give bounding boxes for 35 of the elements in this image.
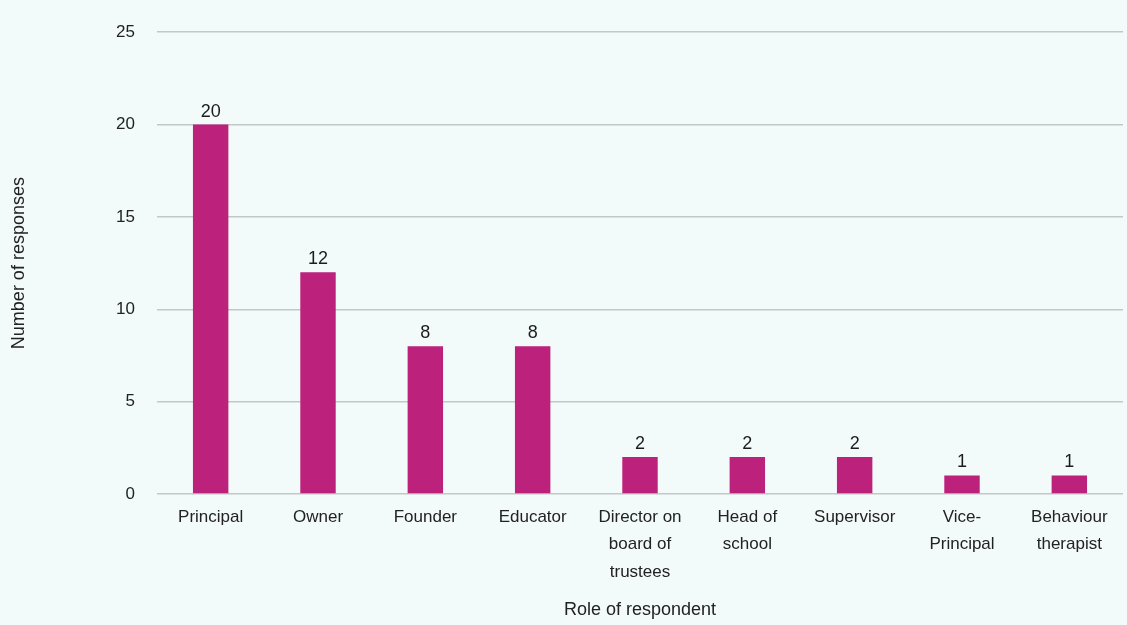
x-tick-label: Head of school xyxy=(717,507,778,554)
y-tick-label: 10 xyxy=(116,298,135,318)
bar xyxy=(836,457,873,494)
data-label: 1 xyxy=(956,451,968,472)
data-label: 2 xyxy=(849,433,860,454)
bar xyxy=(944,475,980,494)
bar xyxy=(300,272,336,494)
bar xyxy=(1051,475,1088,494)
x-tick-label: Founder xyxy=(393,507,458,527)
y-tick-label: 15 xyxy=(116,206,135,226)
data-label: 12 xyxy=(307,248,329,269)
bar xyxy=(622,457,658,494)
x-tick-label: Director on board of trustees xyxy=(598,507,682,581)
x-tick-label: Owner xyxy=(292,507,344,527)
y-tick-label: 25 xyxy=(116,21,135,41)
y-tick-label: 0 xyxy=(125,483,135,503)
bar xyxy=(407,346,444,494)
y-tick-label: 5 xyxy=(125,391,135,411)
y-tick-label: 20 xyxy=(116,114,135,134)
x-tick-label: Principal xyxy=(178,507,244,527)
x-tick-label: Educator xyxy=(498,507,568,527)
bar xyxy=(192,124,229,494)
data-label: 20 xyxy=(200,100,221,121)
data-label: 2 xyxy=(742,433,753,454)
x-tick-label: Vice-Principal xyxy=(929,507,995,554)
x-tick-label: Behaviour therapist xyxy=(1031,507,1108,554)
bar xyxy=(729,457,766,494)
y-axis-title: Number of responses xyxy=(7,177,28,350)
data-label: 2 xyxy=(634,433,646,454)
x-tick-label: Supervisor xyxy=(814,507,896,527)
x-axis-title: Role of respondent xyxy=(563,599,717,620)
data-label: 1 xyxy=(1064,451,1075,472)
bar xyxy=(514,346,551,494)
data-label: 8 xyxy=(527,322,538,343)
data-label: 8 xyxy=(420,322,431,343)
